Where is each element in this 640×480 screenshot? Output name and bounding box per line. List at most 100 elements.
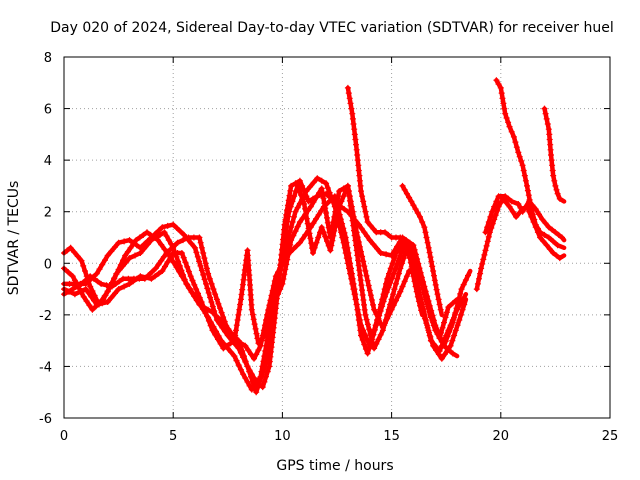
data-point <box>377 250 384 256</box>
data-point <box>99 261 106 268</box>
data-point <box>421 315 428 322</box>
data-point <box>286 208 292 215</box>
data-point <box>323 210 330 216</box>
data-point <box>397 252 403 259</box>
data-point <box>329 237 336 244</box>
data-point <box>531 216 538 223</box>
data-point <box>457 290 464 297</box>
data-point <box>215 300 222 307</box>
data-point <box>133 242 140 249</box>
data-point <box>425 244 432 251</box>
data-point <box>223 322 230 329</box>
data-point <box>559 234 565 241</box>
data-point <box>537 234 544 241</box>
data-point <box>492 212 499 219</box>
data-point <box>148 275 155 282</box>
data-point <box>296 177 303 184</box>
data-point <box>205 270 212 277</box>
data-point <box>258 373 265 380</box>
data-point <box>353 301 360 308</box>
data-point <box>458 286 465 293</box>
data-point <box>480 256 487 263</box>
data-point <box>145 272 152 279</box>
series-track-9 <box>482 193 567 243</box>
data-point <box>67 244 74 251</box>
data-point <box>399 182 406 189</box>
data-point <box>351 131 358 138</box>
data-point <box>322 205 329 212</box>
data-point <box>347 270 354 277</box>
data-point <box>356 267 363 274</box>
data-point <box>418 279 425 286</box>
data-point <box>449 300 456 307</box>
data-point <box>350 121 357 127</box>
data-point <box>208 299 215 305</box>
data-point <box>136 275 143 282</box>
data-point <box>176 268 183 275</box>
x-tick-label: 15 <box>383 429 400 444</box>
data-point <box>401 242 408 249</box>
data-point <box>336 224 343 231</box>
y-tick-label: 2 <box>44 206 52 221</box>
data-point <box>253 351 260 358</box>
data-point <box>499 95 506 102</box>
data-point <box>313 239 320 246</box>
data-point <box>525 192 532 199</box>
data-point <box>303 215 310 222</box>
data-point <box>252 325 259 332</box>
data-point <box>102 257 108 264</box>
data-point <box>203 265 210 272</box>
data-point <box>527 201 534 208</box>
data-point <box>364 219 371 225</box>
data-point <box>164 222 171 229</box>
data-point <box>393 280 399 287</box>
data-point <box>366 237 373 244</box>
data-point <box>276 267 283 274</box>
data-point <box>126 255 133 262</box>
data-point <box>178 250 185 256</box>
data-point <box>503 199 510 206</box>
data-point <box>438 338 445 345</box>
data-point <box>126 280 133 287</box>
data-point <box>478 265 485 272</box>
data-point <box>381 322 388 329</box>
data-point <box>348 275 355 282</box>
data-point <box>554 242 561 249</box>
data-point <box>244 378 251 385</box>
data-point <box>197 239 204 246</box>
data-point <box>411 278 418 285</box>
data-point <box>550 172 557 179</box>
data-point <box>328 242 335 249</box>
data-point <box>345 90 352 97</box>
data-point <box>93 270 100 277</box>
data-point <box>342 250 349 256</box>
data-point <box>287 241 294 248</box>
data-point <box>242 375 249 381</box>
data-point <box>237 296 244 303</box>
series-line <box>483 193 567 243</box>
data-point <box>265 342 272 349</box>
data-point <box>423 320 430 327</box>
y-tick-label: -4 <box>39 360 52 375</box>
data-point <box>231 353 238 360</box>
data-point <box>370 225 377 232</box>
data-point <box>494 207 501 214</box>
data-point <box>417 213 423 220</box>
data-point <box>392 266 399 273</box>
data-point <box>348 105 355 112</box>
data-point <box>167 254 174 261</box>
data-point <box>487 213 494 220</box>
data-point <box>350 286 357 293</box>
data-point <box>318 177 325 184</box>
data-point <box>367 222 374 229</box>
data-point <box>442 314 449 321</box>
data-point <box>205 317 212 324</box>
data-point <box>528 206 535 213</box>
data-point <box>280 276 287 282</box>
data-point <box>74 253 81 260</box>
data-point <box>425 303 431 310</box>
data-point <box>426 329 432 336</box>
data-point <box>80 293 87 300</box>
data-point <box>452 310 459 316</box>
data-point <box>539 216 546 223</box>
